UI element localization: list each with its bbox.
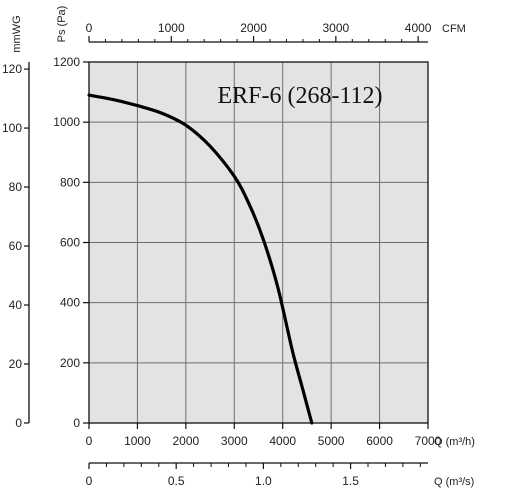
q-m3h-tick-label: 0 xyxy=(86,434,93,448)
cfm-tick-label: 3000 xyxy=(322,21,349,35)
pa-tick-label: 0 xyxy=(73,416,80,430)
q-m3h-tick-label: 3000 xyxy=(221,434,248,448)
pa-tick-label: 400 xyxy=(60,296,80,310)
q-m3h-axis-title: Q (m³/h) xyxy=(434,436,475,448)
q-m3s-tick-label: 1.5 xyxy=(342,474,359,488)
q-m3s-tick-label: 1.0 xyxy=(255,474,272,488)
q-m3s-tick-label: 0 xyxy=(86,474,93,488)
mmwg-tick-label: 20 xyxy=(9,357,23,371)
cfm-tick-label: 2000 xyxy=(240,21,267,35)
q-m3h-tick-label: 6000 xyxy=(366,434,393,448)
chart-title: ERF-6 (268-112) xyxy=(217,83,382,109)
pa-axis-title: Ps (Pa) xyxy=(56,6,68,43)
cfm-axis-title: CFM xyxy=(442,23,466,35)
q-m3h-tick-label: 1000 xyxy=(124,434,151,448)
pa-tick-label: 800 xyxy=(60,175,80,189)
q-m3h-tick-label: 2000 xyxy=(173,434,200,448)
cfm-tick-label: 1000 xyxy=(158,21,185,35)
mmwg-tick-label: 0 xyxy=(15,416,22,430)
mmwg-tick-label: 80 xyxy=(9,180,23,194)
q-m3h-tick-label: 4000 xyxy=(269,434,296,448)
mmwg-tick-label: 100 xyxy=(2,121,22,135)
mmwg-tick-label: 120 xyxy=(2,62,22,76)
cfm-tick-label: 4000 xyxy=(405,21,432,35)
q-m3h-tick-label: 5000 xyxy=(318,434,345,448)
pa-tick-label: 200 xyxy=(60,356,80,370)
mmwg-tick-label: 60 xyxy=(9,239,23,253)
q-m3s-tick-label: 0.5 xyxy=(168,474,185,488)
mmwg-axis-title: mmWG xyxy=(11,15,23,52)
pa-tick-label: 1200 xyxy=(53,55,80,69)
mmwg-tick-label: 40 xyxy=(9,298,23,312)
q-m3s-axis-title: Q (m³/s) xyxy=(434,476,474,488)
q-m3h-tick-label: 7000 xyxy=(415,434,442,448)
cfm-tick-label: 0 xyxy=(86,21,93,35)
pa-tick-label: 1000 xyxy=(53,115,80,129)
pa-tick-label: 600 xyxy=(60,236,80,250)
